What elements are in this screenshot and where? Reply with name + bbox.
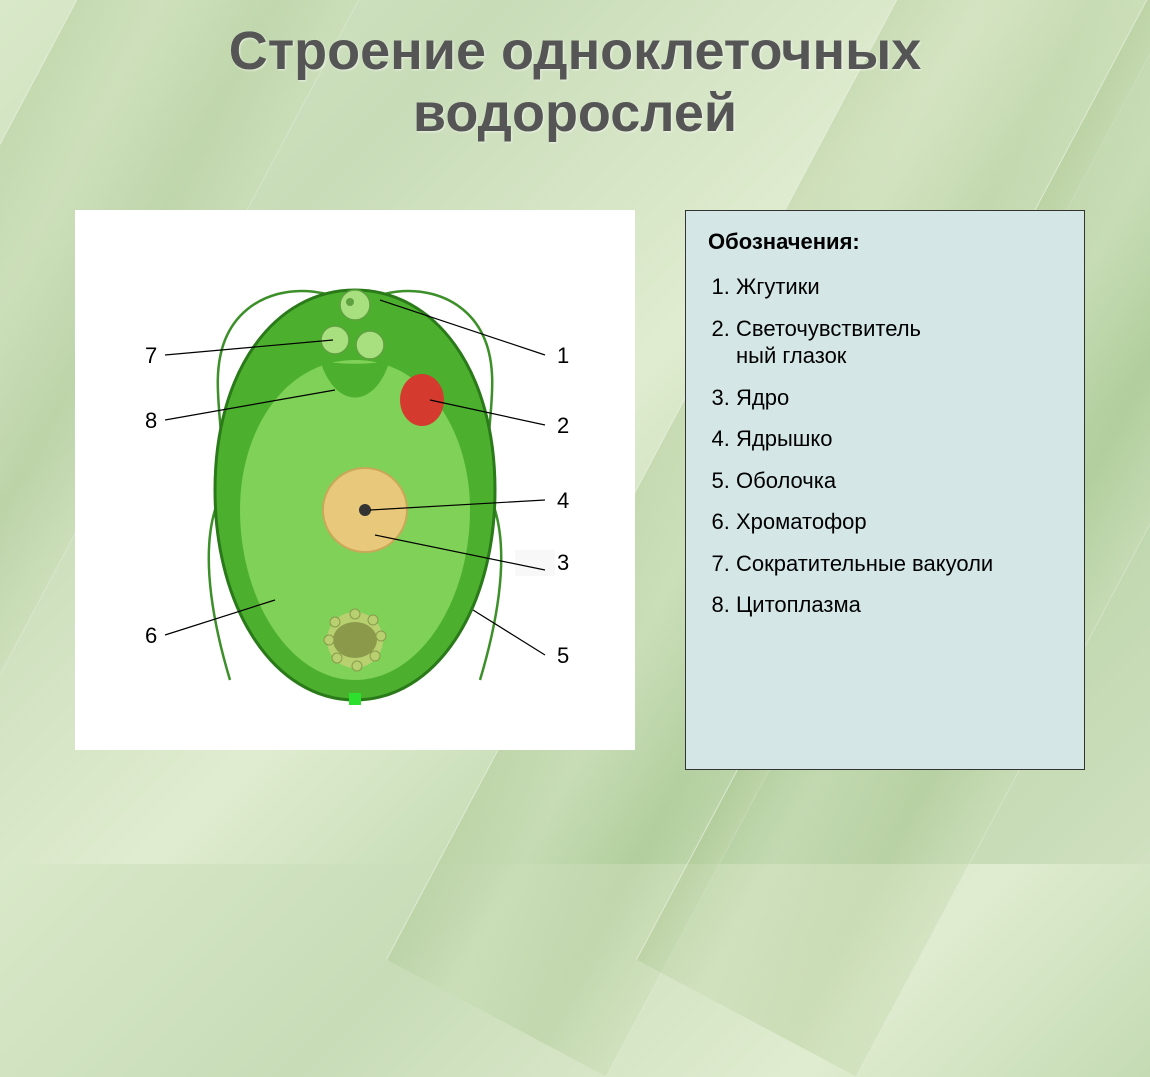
cell-diagram: 1 2 3 4 5 6 7 8 — [75, 210, 635, 750]
nucleolus — [359, 504, 371, 516]
contractile-vacuole-1 — [321, 326, 349, 354]
legend-item-2: Светочувствительный глазок — [736, 315, 1062, 370]
diagram-panel: 1 2 3 4 5 6 7 8 — [75, 210, 635, 750]
white-patch — [515, 550, 555, 576]
legend-panel: Обозначения: Жгутики Светочувствительный… — [685, 210, 1085, 770]
legend-item-8: Цитоплазма — [736, 591, 1062, 619]
apex-bulb-dot — [346, 298, 354, 306]
base-marker — [349, 693, 361, 705]
label-2: 2 — [557, 413, 569, 438]
legend-item-5: Оболочка — [736, 467, 1062, 495]
legend-list: Жгутики Светочувствительный глазок Ядро … — [708, 273, 1062, 619]
legend-item-6: Хроматофор — [736, 508, 1062, 536]
label-4: 4 — [557, 488, 569, 513]
label-8: 8 — [145, 408, 157, 433]
legend-item-1: Жгутики — [736, 273, 1062, 301]
title-line-2: водорослей — [413, 83, 737, 143]
legend-heading: Обозначения: — [708, 229, 1062, 255]
label-7: 7 — [145, 343, 157, 368]
label-5: 5 — [557, 643, 569, 668]
label-3: 3 — [557, 550, 569, 575]
label-6: 6 — [145, 623, 157, 648]
slide-title: Строение одноклеточных водорослей — [0, 20, 1150, 144]
label-1: 1 — [557, 343, 569, 368]
legend-item-4: Ядрышко — [736, 425, 1062, 453]
legend-item-7: Сократительные вакуоли — [736, 550, 1062, 578]
title-line-1: Строение одноклеточных — [229, 21, 922, 81]
apex-bulb — [340, 290, 370, 320]
eyespot — [400, 374, 444, 426]
contractile-vacuole-2 — [356, 331, 384, 359]
legend-item-3: Ядро — [736, 384, 1062, 412]
